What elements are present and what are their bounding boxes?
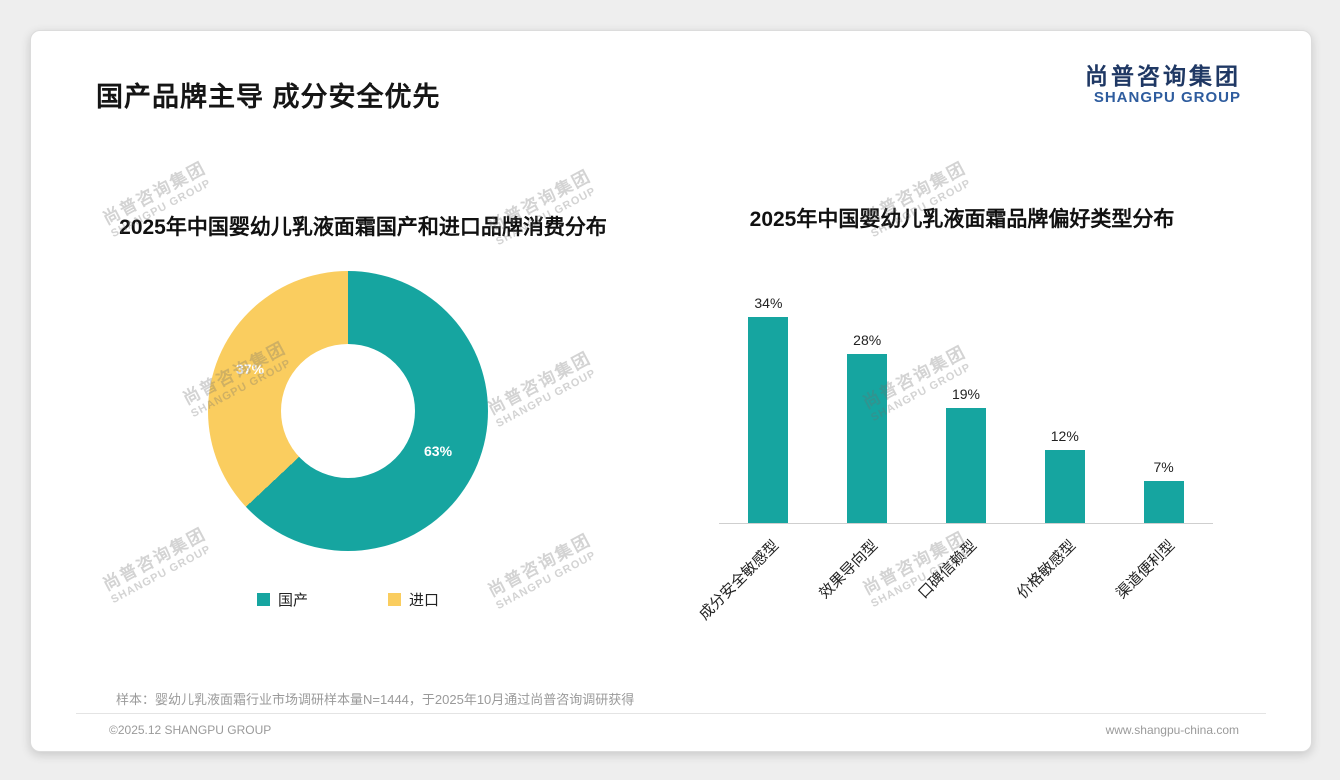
bar-column: 19% 口碑信赖型: [915, 281, 1016, 602]
legend-label-import: 进口: [409, 592, 440, 609]
bar-category-label: 渠道便利型: [1112, 537, 1178, 603]
bar: [1044, 450, 1085, 523]
bar-value-label: 34%: [754, 295, 783, 312]
legend-swatch-import: [388, 593, 401, 606]
bar-category-label: 价格敏感型: [1013, 537, 1079, 603]
bar-category-label: 成分安全敏感型: [696, 537, 783, 624]
company-logo-cn: 尚普咨询集团: [1085, 63, 1241, 89]
donut-hole: [281, 344, 415, 478]
bar-value-label: 12%: [1050, 428, 1079, 445]
bar-category-label: 口碑信赖型: [915, 537, 981, 603]
bar-column: 34% 成分安全敏感型: [696, 281, 818, 623]
watermark: 尚普咨询集团 SHANGPU GROUP: [100, 524, 216, 607]
sample-footnote: 样本：婴幼儿乳液面霜行业市场调研样本量N=1444，于2025年10月通过尚普咨…: [116, 692, 635, 707]
footer-divider: [76, 713, 1266, 714]
watermark: 尚普咨询集团 SHANGPU GROUP: [485, 530, 601, 613]
donut-chart: 63% 37%: [208, 271, 488, 551]
bar-chart-title: 2025年中国婴幼儿乳液面霜品牌偏好类型分布: [749, 208, 1175, 231]
donut-value-label-domestic: 63%: [424, 443, 453, 459]
bar-value-label: 28%: [853, 331, 882, 348]
watermark-en: SHANGPU GROUP: [494, 549, 599, 613]
watermark: 尚普咨询集团 SHANGPU GROUP: [485, 348, 601, 431]
legend-swatch-domestic: [256, 593, 270, 606]
legend-item-domestic: 国产: [256, 589, 308, 610]
bar-column: 28% 效果导向型: [816, 281, 917, 602]
bar: [1143, 480, 1184, 523]
page-title: 国产品牌主导 成分安全优先: [96, 82, 441, 112]
bar: [847, 353, 888, 523]
bar-column: 12% 价格敏感型: [1014, 281, 1114, 602]
company-logo-en: SHANGPU GROUP: [1093, 89, 1241, 107]
bar-value-label: 7%: [1153, 458, 1174, 475]
watermark-cn: 尚普咨询集团: [99, 524, 210, 595]
bar-column: 7% 渠道便利型: [1113, 281, 1213, 602]
watermark-en: SHANGPU GROUP: [494, 367, 599, 431]
watermark-en: SHANGPU GROUP: [109, 543, 214, 607]
company-logo: 尚普咨询集团 SHANGPU GROUP: [1085, 63, 1241, 107]
bar: [748, 317, 789, 523]
footer-website: www.shangpu-china.com: [1105, 723, 1239, 737]
footer-copyright: ©2025.12 SHANGPU GROUP: [109, 723, 272, 737]
bar: [945, 408, 986, 523]
bar-chart: 34% 成分安全敏感型 28% 效果导向型 19% 口碑信赖型 12% 价格敏感型 7% 渠道便利…: [696, 281, 1213, 623]
watermark-cn: 尚普咨询集团: [484, 348, 595, 419]
watermark-cn: 尚普咨询集团: [484, 530, 595, 601]
bar-value-label: 19%: [951, 386, 980, 403]
slide: 国产品牌主导 成分安全优先 尚普咨询集团 SHANGPU GROUP 2025年…: [30, 30, 1312, 752]
bar-category-label: 效果导向型: [816, 537, 882, 603]
donut-chart-title: 2025年中国婴幼儿乳液面霜国产和进口品牌消费分布: [119, 216, 607, 239]
donut-value-label-import: 37%: [236, 361, 265, 377]
legend-label-domestic: 国产: [277, 592, 308, 609]
donut-legend: 国产 进口: [208, 589, 488, 610]
legend-item-import: 进口: [388, 589, 439, 610]
